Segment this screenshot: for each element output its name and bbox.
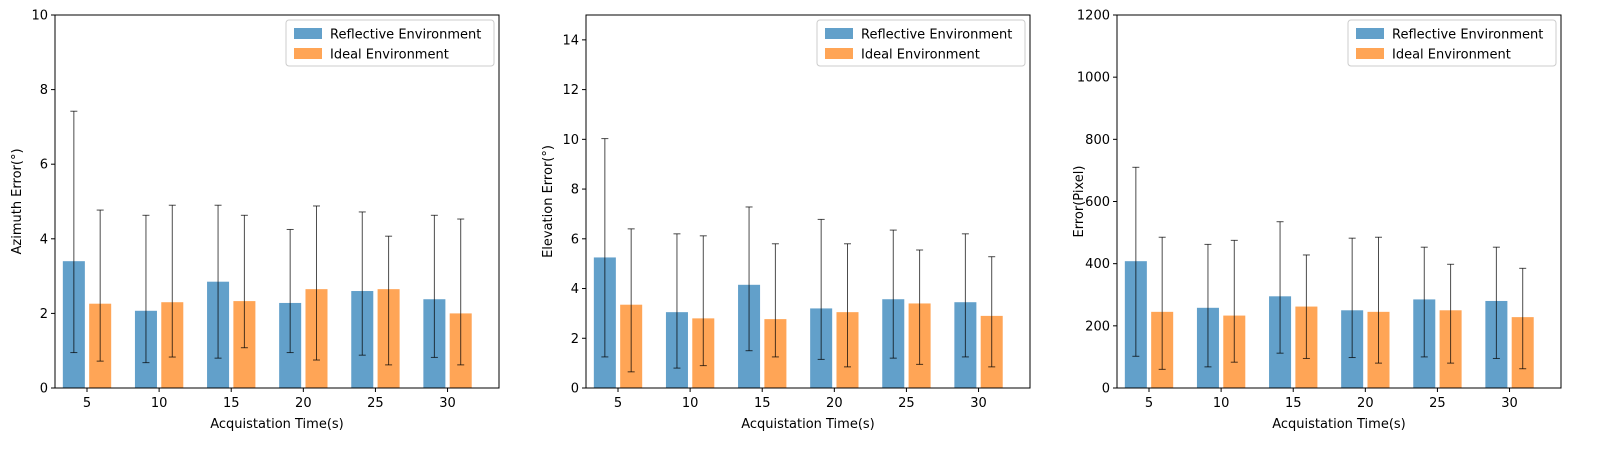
x-tick-label: 25	[1429, 396, 1446, 411]
y-tick-label: 10	[562, 133, 579, 148]
x-axis-label: Acquistation Time(s)	[210, 417, 344, 432]
y-tick-label: 6	[571, 232, 579, 247]
y-axis-label: Elevation Error(°)	[541, 145, 556, 258]
legend-swatch-reflective	[825, 28, 853, 39]
axes-frame	[54, 14, 500, 389]
x-tick-label: 20	[826, 396, 843, 411]
x-tick-label: 30	[1501, 396, 1518, 411]
x-tick-label: 15	[754, 396, 771, 411]
legend: Reflective Environment Ideal Environment	[1347, 19, 1557, 67]
x-tick-label: 30	[970, 396, 987, 411]
y-tick-label: 1200	[1077, 9, 1110, 24]
axes-frame	[585, 14, 1031, 389]
y-tick-label: 14	[562, 33, 579, 48]
legend: Reflective Environment Ideal Environment	[816, 19, 1026, 67]
x-tick-label: 10	[151, 396, 168, 411]
legend-label-ideal: Ideal Environment	[330, 48, 449, 63]
x-tick-label: 25	[898, 396, 915, 411]
x-axis-label: Acquistation Time(s)	[741, 417, 875, 432]
y-axis-label: Error(Pixel)	[1072, 166, 1087, 238]
legend-label-ideal: Ideal Environment	[861, 48, 980, 63]
y-axis-label: Azimuth Error(°)	[10, 148, 25, 254]
x-axis-label: Acquistation Time(s)	[1272, 417, 1406, 432]
y-tick-label: 2	[571, 332, 579, 347]
y-tick-label: 6	[40, 158, 48, 173]
y-tick-label: 8	[571, 183, 579, 198]
legend-box	[816, 19, 1026, 67]
y-tick-label: 12	[562, 83, 579, 98]
x-tick-label: 10	[1213, 396, 1230, 411]
y-tick-label: 10	[31, 9, 48, 24]
x-tick-label: 25	[367, 396, 384, 411]
x-tick-label: 30	[439, 396, 456, 411]
legend-swatch-ideal	[294, 48, 322, 59]
x-tick-label: 5	[1145, 396, 1153, 411]
x-tick-label: 20	[1357, 396, 1374, 411]
y-tick-label: 8	[40, 83, 48, 98]
legend-box	[285, 19, 495, 67]
legend: Reflective Environment Ideal Environment	[285, 19, 495, 67]
x-tick-label: 5	[83, 396, 91, 411]
y-tick-label: 0	[1102, 382, 1110, 397]
legend-box	[1347, 19, 1557, 67]
x-tick-label: 10	[682, 396, 699, 411]
chart-panel-1: 0 2 4 6 8 10 5 10 15 20 25 30 Acquistation Time(s) Az…	[10, 9, 500, 432]
legend-swatch-ideal	[825, 48, 853, 59]
legend-label-reflective: Reflective Environment	[1392, 28, 1543, 43]
chart-panel-2: 0 2 4 6 8 10 12 14 5 10 15 20 25 30 Acquistation Time(…	[541, 14, 1031, 432]
x-tick-label: 15	[1285, 396, 1302, 411]
y-tick-label: 400	[1085, 257, 1110, 272]
x-tick-label: 20	[295, 396, 312, 411]
legend-label-ideal: Ideal Environment	[1392, 48, 1511, 63]
chart-panel-3: 0 200 400 600 800 1000 1200 5 10 15 20 25 30 Acquista…	[1072, 9, 1562, 432]
y-tick-label: 600	[1085, 195, 1110, 210]
x-tick-label: 5	[614, 396, 622, 411]
legend-label-reflective: Reflective Environment	[861, 28, 1012, 43]
y-tick-label: 200	[1085, 319, 1110, 334]
y-tick-label: 0	[571, 382, 579, 397]
y-tick-label: 1000	[1077, 71, 1110, 86]
y-tick-label: 4	[40, 232, 48, 247]
legend-swatch-ideal	[1356, 48, 1384, 59]
x-tick-label: 15	[223, 396, 240, 411]
legend-swatch-reflective	[294, 28, 322, 39]
legend-label-reflective: Reflective Environment	[330, 28, 481, 43]
y-tick-label: 4	[571, 282, 579, 297]
y-tick-label: 0	[40, 382, 48, 397]
y-tick-label: 800	[1085, 133, 1110, 148]
y-tick-label: 2	[40, 307, 48, 322]
legend-swatch-reflective	[1356, 28, 1384, 39]
